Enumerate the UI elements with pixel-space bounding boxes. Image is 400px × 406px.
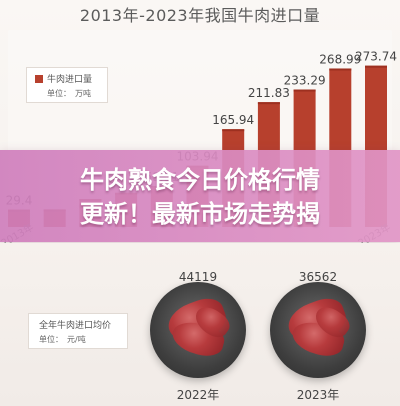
- chart-legend: 牛肉进口量 单位： 万吨: [26, 67, 108, 103]
- price-value-2022: 44119: [178, 270, 218, 284]
- legend-unit-label: 单位：: [47, 89, 71, 98]
- price-legend-unit-label: 单位：: [39, 335, 63, 344]
- headline-overlay: [0, 150, 400, 242]
- price-card-2023: 36562 2023年: [262, 270, 374, 402]
- price-legend: 全年牛肉进口均价 单位： 元/吨: [28, 313, 128, 349]
- value-label-2019年: 165.94: [212, 113, 254, 127]
- value-label-2020年: 211.83: [248, 86, 290, 100]
- price-year-2022: 2022年: [176, 388, 220, 402]
- bar-cap-2019年: [222, 129, 245, 132]
- legend-unit: 单位： 万吨: [47, 88, 91, 99]
- price-legend-label: 全年牛肉进口均价: [39, 321, 112, 331]
- price-year-2023: 2023年: [296, 388, 340, 402]
- bar-cap-2023年: [365, 65, 387, 68]
- bar-cap-2021年: [293, 89, 316, 92]
- bar-cap-2020年: [257, 102, 280, 105]
- value-label-2021年: 233.29: [284, 74, 326, 88]
- legend-label: 牛肉进口量: [47, 75, 93, 85]
- price-legend-unit-value: 元/吨: [67, 335, 86, 344]
- beef-plate-image: [270, 282, 366, 378]
- page-title: 2013年-2023年我国牛肉进口量: [79, 6, 321, 25]
- legend-swatch: [35, 75, 43, 83]
- legend-unit-value: 万吨: [75, 89, 91, 98]
- value-label-2023年: 273.74: [355, 50, 397, 64]
- price-legend-unit: 单位： 元/吨: [39, 334, 86, 345]
- value-label-2022年: 268.99: [319, 52, 361, 66]
- price-card-2022: 44119 2022年: [142, 270, 254, 402]
- price-value-2023: 36562: [298, 270, 338, 284]
- headline-line-2: 更新！最新市场走势揭: [80, 200, 320, 228]
- bar-cap-2022年: [329, 68, 352, 71]
- headline-line-1: 牛肉熟食今日价格行情: [80, 166, 320, 194]
- beef-plate-image: [150, 282, 246, 378]
